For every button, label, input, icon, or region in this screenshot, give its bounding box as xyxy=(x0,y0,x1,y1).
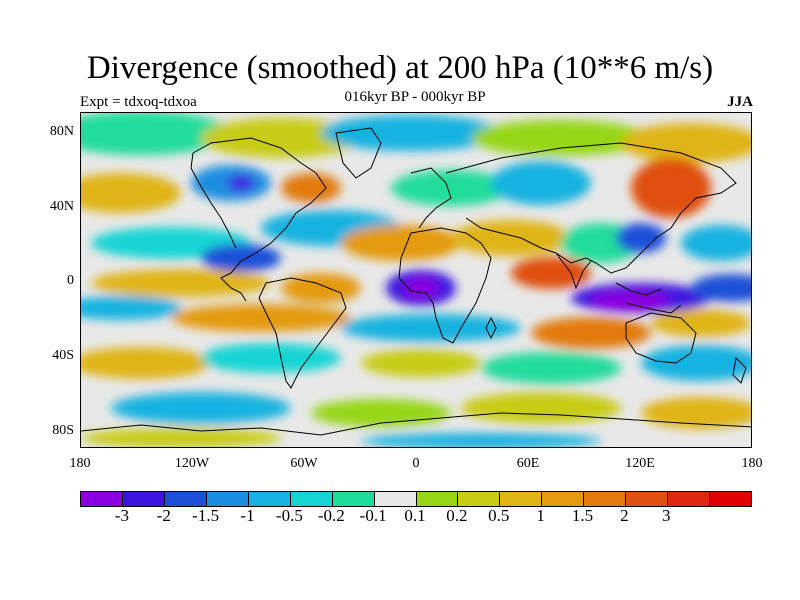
colorbar-segment xyxy=(290,492,333,506)
colorbar-segment xyxy=(710,492,751,506)
colorbar-label: 2 xyxy=(620,506,629,525)
coastlines xyxy=(81,127,751,436)
lat-label-80s: 80S xyxy=(52,423,74,438)
colorbar-label: 1.5 xyxy=(571,506,594,525)
colorbar-segment xyxy=(626,492,669,506)
map-canvas xyxy=(81,113,751,447)
lat-label-40n: 40N xyxy=(49,199,74,214)
map-title: Divergence (smoothed) at 200 hPa (10**6 … xyxy=(86,50,714,86)
season-label: JJA xyxy=(727,94,753,110)
lon-label-120w: 120W xyxy=(174,456,210,471)
colorbar-segment xyxy=(374,492,417,506)
lon-label-180e: 180 xyxy=(741,456,763,471)
lat-label-80n: 80N xyxy=(49,124,74,139)
colorbar-segment xyxy=(248,492,291,506)
colorbar xyxy=(80,491,752,507)
colorbar-label: 3 xyxy=(662,506,671,525)
colorbar-segment xyxy=(458,492,501,506)
colorbar-label: 0.2 xyxy=(446,506,468,525)
colorbar-label: 1 xyxy=(536,506,545,525)
lon-label-0: 0 xyxy=(412,456,420,471)
colorbar-label: -1 xyxy=(240,506,255,525)
colorbar-segment xyxy=(500,492,543,506)
colorbar-label: 0.5 xyxy=(488,506,510,525)
colorbar-label: 0.1 xyxy=(404,506,426,525)
lon-label-120e: 120E xyxy=(625,456,655,471)
colorbar-segment xyxy=(122,492,165,506)
lon-label-180w: 180 xyxy=(69,456,91,471)
colorbar-label: -0.5 xyxy=(275,506,303,525)
colorbar-label: -0.2 xyxy=(317,506,345,525)
colorbar-segment xyxy=(206,492,249,506)
colorbar-segment xyxy=(584,492,627,506)
colorbar-segment xyxy=(164,492,207,506)
colorbar-label: -3 xyxy=(114,506,129,525)
colorbar-segment xyxy=(542,492,585,506)
divergence-map xyxy=(80,112,752,448)
colorbar-segment xyxy=(668,492,711,506)
experiment-label: Expt = tdxoq-tdxoa xyxy=(80,94,197,110)
lat-label-40s: 40S xyxy=(52,348,74,363)
colorbar-label: -0.1 xyxy=(359,506,387,525)
lon-label-60w: 60W xyxy=(290,456,318,471)
colorbar-segment xyxy=(332,492,375,506)
lon-label-60e: 60E xyxy=(516,456,540,471)
colorbar-label: -2 xyxy=(156,506,171,525)
colorbar-segment xyxy=(416,492,459,506)
colorbar-label: -1.5 xyxy=(192,506,220,525)
map-subtitle: 016kyr BP - 000kyr BP xyxy=(344,89,486,105)
colorbar-segment xyxy=(81,492,123,506)
lat-label-0: 0 xyxy=(67,273,74,288)
